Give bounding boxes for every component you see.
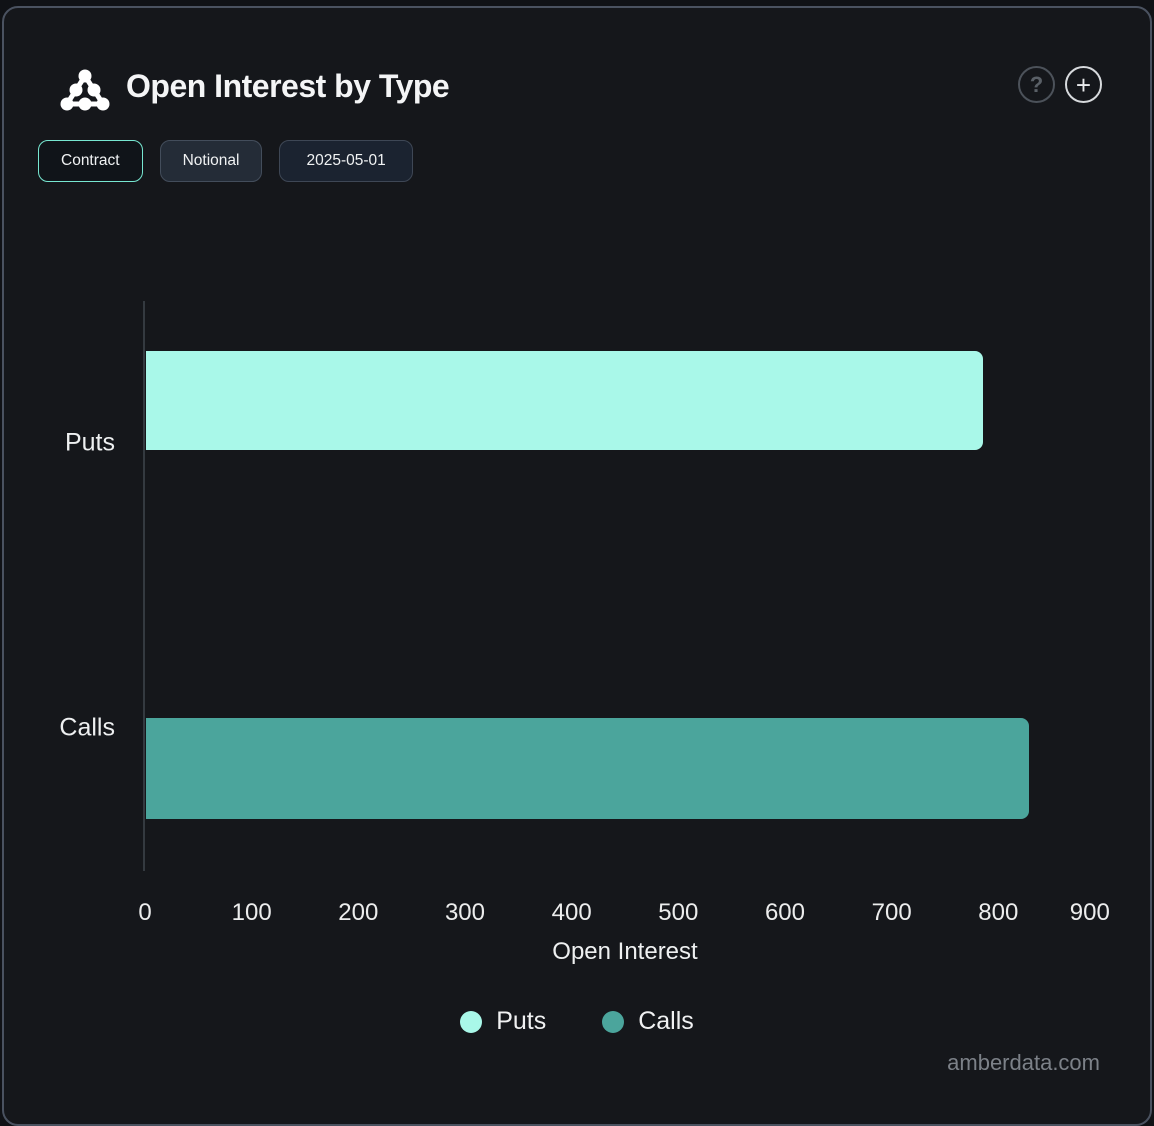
legend-label-calls: Calls [638,1007,694,1035]
legend-swatch-calls [602,1010,625,1033]
page-title: Open Interest by Type [126,68,450,104]
x-tick-400: 400 [551,899,592,926]
x-tick-600: 600 [764,899,806,926]
legend-swatch-puts [460,1010,483,1033]
bar-calls[interactable] [146,718,1030,819]
amberdata-logo-icon [60,69,110,111]
x-tick-500: 500 [658,899,699,926]
add-widget-icon[interactable]: + [1065,66,1102,103]
legend-item-puts[interactable]: Puts [460,1007,546,1036]
watermark-text: amberdata.com [947,1050,1100,1075]
x-tick-200: 200 [338,899,379,926]
contract-toggle-button[interactable]: Contract [38,140,143,182]
x-axis-title: Open Interest [552,938,698,965]
x-tick-0: 0 [138,899,152,926]
bar-puts[interactable] [146,351,984,450]
bar-row-puts: Puts [65,301,1105,586]
x-tick-300: 300 [444,899,486,926]
legend-label-puts: Puts [496,1007,547,1035]
x-axis-ticks: 0 100 200 300 400 500 600 700 800 900 [138,899,1109,929]
x-tick-800: 800 [978,899,1019,926]
x-tick-100: 100 [231,899,272,926]
bar-chart: Puts Calls 0 100 200 300 400 500 600 700 800 900 O… [59,301,1110,965]
x-tick-900: 900 [1069,899,1110,926]
chart-legend: Puts Calls [4,1007,1150,1036]
plot-rows: Puts Calls [59,301,1105,871]
header-icons: ? + [1018,66,1102,103]
bar-row-calls: Calls [59,586,1105,871]
date-picker-button[interactable]: 2025-05-01 [279,140,413,182]
category-label-calls: Calls [59,713,115,742]
y-axis-line [143,301,145,871]
notional-toggle-button[interactable]: Notional [159,140,263,182]
open-interest-card: Open Interest by Type ? + Contract Notio… [2,6,1152,1126]
category-label-puts: Puts [64,428,115,457]
legend-item-calls[interactable]: Calls [602,1007,694,1036]
toolbar: Contract Notional 2025-05-01 [38,140,413,182]
x-tick-700: 700 [871,899,912,926]
header: Open Interest by Type ? + [60,66,1102,114]
help-icon[interactable]: ? [1018,66,1055,103]
